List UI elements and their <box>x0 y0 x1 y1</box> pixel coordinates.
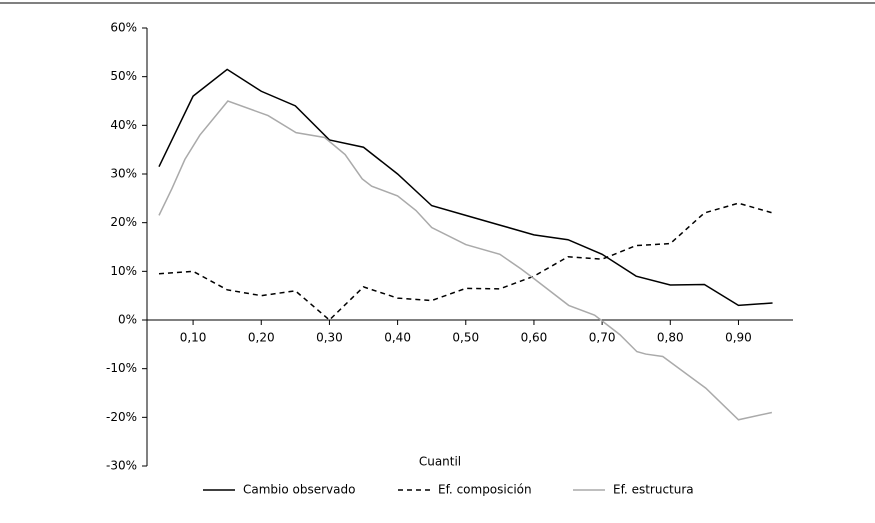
y-tick-label: 0% <box>118 313 137 327</box>
line-series <box>158 100 773 421</box>
y-tick-label: 30% <box>110 167 137 181</box>
y-tick-label: 50% <box>110 69 137 83</box>
x-tick-label: 0,50 <box>452 331 479 345</box>
y-tick-label: 20% <box>110 215 137 229</box>
y-tick-label: 60% <box>110 21 137 35</box>
y-tick-label: -30% <box>106 459 137 473</box>
legend-label: Cambio observado <box>243 483 355 497</box>
y-tick-label: 10% <box>110 264 137 278</box>
x-tick-label: 0,80 <box>657 331 684 345</box>
x-axis-label: Cuantil <box>419 455 461 469</box>
x-tick-label: 0,30 <box>316 331 343 345</box>
line-series <box>158 68 773 307</box>
x-tick-label: 0,20 <box>248 331 275 345</box>
x-tick-label: 0,40 <box>384 331 411 345</box>
y-tick-label: -20% <box>106 410 137 424</box>
x-tick-label: 0,60 <box>521 331 548 345</box>
legend-label: Ef. estructura <box>613 483 694 497</box>
x-tick-label: 0,10 <box>180 331 207 345</box>
x-tick-label: 0,90 <box>725 331 752 345</box>
y-tick-label: -10% <box>106 361 137 375</box>
y-tick-label: 40% <box>110 118 137 132</box>
legend-label: Ef. composición <box>438 483 532 497</box>
x-tick-label: 0,70 <box>589 331 616 345</box>
line-series <box>158 202 773 322</box>
